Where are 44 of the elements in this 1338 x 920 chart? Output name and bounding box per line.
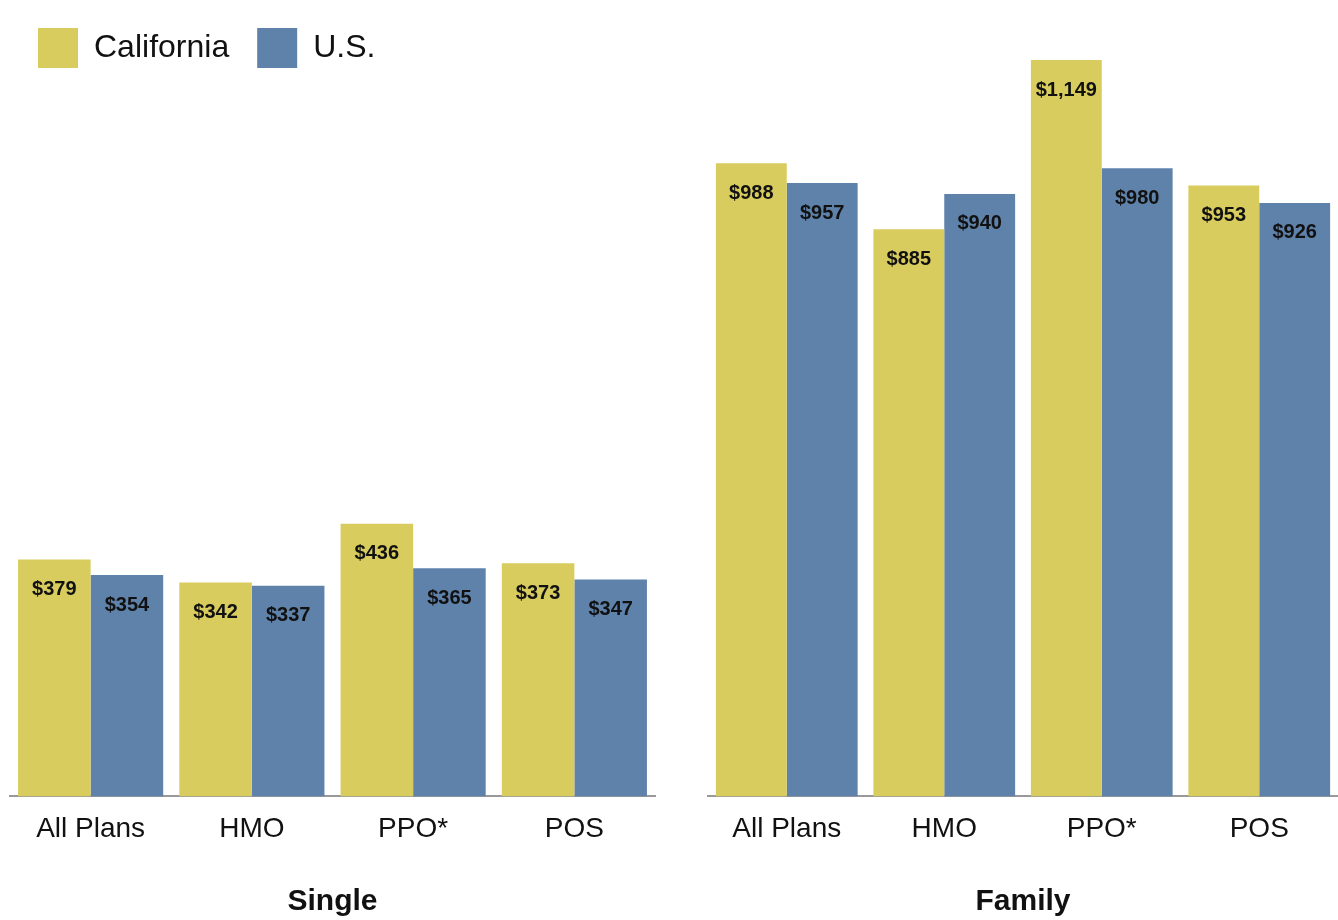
x-tick-label: POS [544, 811, 604, 843]
data-label: $1,149 [1035, 77, 1097, 100]
data-label: $379 [32, 576, 77, 599]
x-tick-label: All Plans [36, 811, 146, 843]
bar [413, 568, 486, 797]
data-label: $926 [1272, 220, 1317, 243]
bar [1188, 185, 1260, 797]
bar [179, 582, 252, 797]
data-label: $347 [588, 596, 633, 619]
bar [574, 579, 647, 797]
data-label: $342 [193, 600, 238, 623]
bar [501, 563, 575, 797]
bar [340, 523, 414, 797]
x-tick-label: HMO [219, 811, 285, 843]
bar [944, 193, 1016, 797]
bar [1101, 168, 1173, 797]
x-tick-label: PPO* [1066, 811, 1137, 843]
data-label: $436 [354, 541, 400, 564]
bar [1030, 60, 1102, 797]
legend-label: U.S. [313, 27, 376, 64]
data-label: $354 [104, 592, 151, 615]
bar [715, 163, 787, 797]
bar [1259, 202, 1331, 797]
data-label: $885 [886, 246, 932, 269]
data-label: $957 [799, 200, 845, 223]
data-label: $953 [1201, 203, 1247, 226]
bar [90, 575, 164, 797]
x-axis-title: Single [287, 883, 378, 917]
data-label: $365 [427, 585, 472, 608]
data-label: $373 [515, 580, 561, 603]
data-label: $337 [265, 603, 311, 626]
bar [873, 229, 945, 797]
x-tick-label: PPO* [378, 811, 449, 843]
x-tick-label: POS [1229, 811, 1289, 843]
bar [18, 559, 91, 797]
bar [251, 585, 325, 797]
data-label: $988 [729, 180, 774, 203]
bar [786, 183, 858, 797]
x-tick-label: All Plans [732, 811, 842, 843]
data-label: $980 [1114, 185, 1160, 208]
x-tick-label: HMO [911, 811, 977, 843]
legend-label: California [94, 27, 230, 64]
data-label: $940 [957, 211, 1002, 234]
x-axis-title: Family [975, 883, 1071, 917]
